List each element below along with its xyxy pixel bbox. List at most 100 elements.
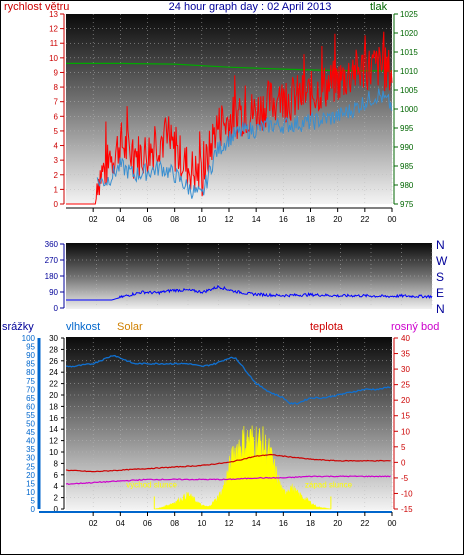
- rain-tick-label: 55: [26, 411, 35, 420]
- y2-tick-label: 1010: [400, 67, 418, 76]
- wind-direction-line: [66, 284, 433, 301]
- humidity-tick-label: 4: [54, 482, 59, 491]
- humidity-tick-label: 0: [54, 505, 59, 514]
- humidity-tick-label: 18: [49, 402, 58, 411]
- humidity-tick-label: 30: [49, 334, 58, 343]
- wind-average-line: [96, 88, 393, 199]
- y2-tick-label: 985: [400, 162, 414, 171]
- temperature-tick-label: 35: [401, 350, 410, 359]
- solar-axis-title: Solar: [117, 321, 143, 333]
- x-tick-label: 10: [197, 215, 206, 224]
- temperature-tick-label: -5: [401, 474, 409, 483]
- y2-tick-label: 1025: [400, 10, 418, 19]
- x-tick-label: 16: [279, 215, 288, 224]
- y-tick-label: 12: [49, 25, 58, 34]
- y-tick-label: 3: [54, 156, 59, 165]
- y-tick-label: 7: [54, 98, 59, 107]
- y-tick-label: 360: [45, 240, 59, 249]
- rain-tick-label: 75: [26, 377, 35, 386]
- compass-label: W: [436, 254, 448, 268]
- rain-tick-label: 35: [26, 445, 35, 454]
- rain-tick-label: 45: [26, 428, 35, 437]
- x-tick-label: 18: [306, 519, 315, 528]
- dewpoint-line: [65, 475, 391, 486]
- y-tick-label: 13: [49, 10, 58, 19]
- y-tick-label: 90: [49, 288, 58, 297]
- rain-tick-label: 100: [22, 334, 36, 343]
- temperature-humidity-chart: východ slunce západ slunce051015202530354…: [22, 334, 413, 528]
- rain-tick-label: 5: [31, 496, 36, 505]
- y-tick-label: 0: [54, 304, 59, 313]
- right-axis-title: tlak: [370, 1, 388, 13]
- humidity-tick-label: 12: [49, 437, 58, 446]
- wind-panel: [66, 14, 392, 204]
- y-tick-label: 10: [49, 54, 58, 63]
- y-tick-label: 270: [45, 256, 59, 265]
- wind-pressure-chart: 0123456789101112139759809859909951000100…: [49, 10, 418, 224]
- y-tick-label: 1: [54, 185, 59, 194]
- x-tick-label: 02: [89, 215, 98, 224]
- x-tick-label: 08: [170, 519, 179, 528]
- rain-tick-label: 70: [26, 385, 35, 394]
- compass-label: N: [436, 302, 445, 316]
- temperature-tick-label: 40: [401, 334, 410, 343]
- humidity-tick-label: 22: [49, 380, 58, 389]
- rain-tick-label: 65: [26, 394, 35, 403]
- temperature-tick-label: 5: [401, 443, 406, 452]
- y-tick-label: 11: [50, 39, 59, 48]
- x-tick-label: 06: [143, 215, 152, 224]
- x-tick-label: 06: [143, 519, 152, 528]
- temperature-tick-label: -10: [401, 489, 413, 498]
- rain-tick-label: 30: [26, 454, 35, 463]
- rain-tick-label: 10: [26, 488, 35, 497]
- rain-tick-label: 90: [26, 351, 35, 360]
- humidity-tick-label: 6: [54, 471, 59, 480]
- y-tick-label: 180: [45, 272, 59, 281]
- x-tick-label: 00: [388, 519, 397, 528]
- rain-tick-label: 60: [26, 402, 35, 411]
- x-tick-label: 16: [279, 519, 288, 528]
- y-tick-label: 6: [54, 112, 59, 121]
- humidity-tick-label: 16: [49, 414, 58, 423]
- x-tick-label: 14: [252, 215, 261, 224]
- y-tick-label: 4: [54, 142, 59, 151]
- humidity-axis-title: vlhkost: [66, 321, 100, 333]
- x-tick-label: 04: [116, 215, 125, 224]
- x-tick-label: 20: [333, 215, 342, 224]
- pressure-line: [66, 62, 393, 72]
- y2-tick-label: 1005: [400, 86, 418, 95]
- y-tick-label: 9: [54, 68, 59, 77]
- rain-tick-label: 85: [26, 360, 35, 369]
- x-tick-label: 12: [225, 519, 234, 528]
- rain-tick-label: 80: [26, 368, 35, 377]
- y-tick-label: 2: [54, 171, 59, 180]
- humidity-tick-label: 26: [49, 357, 58, 366]
- compass-label: S: [436, 270, 444, 284]
- y2-tick-label: 995: [400, 124, 414, 133]
- left-axis-title: rychlost větru: [4, 1, 69, 13]
- chart-title: 24 hour graph day : 02 April 2013: [169, 1, 332, 13]
- y2-tick-label: 980: [400, 181, 414, 190]
- y2-tick-label: 1000: [400, 105, 418, 114]
- rain-tick-label: 20: [26, 471, 35, 480]
- humidity-tick-label: 28: [49, 345, 58, 354]
- y2-tick-label: 1020: [400, 29, 418, 38]
- y2-tick-label: 1015: [400, 48, 418, 57]
- compass-label: N: [436, 238, 445, 252]
- temperature-line: [65, 453, 391, 473]
- x-tick-label: 22: [360, 215, 369, 224]
- rain-tick-label: 50: [26, 420, 35, 429]
- compass-label: E: [436, 286, 444, 300]
- x-tick-label: 22: [360, 519, 369, 528]
- y2-tick-label: 990: [400, 143, 414, 152]
- y-tick-label: 5: [54, 127, 59, 136]
- y-tick-label: 0: [54, 200, 59, 209]
- x-tick-label: 08: [170, 215, 179, 224]
- sunset-label: západ slunce: [305, 480, 353, 489]
- temperature-tick-label: -15: [401, 505, 413, 514]
- x-tick-label: 10: [197, 519, 206, 528]
- humidity-tick-label: 20: [49, 391, 58, 400]
- humidity-tick-label: 10: [49, 448, 58, 457]
- x-tick-label: 02: [89, 519, 98, 528]
